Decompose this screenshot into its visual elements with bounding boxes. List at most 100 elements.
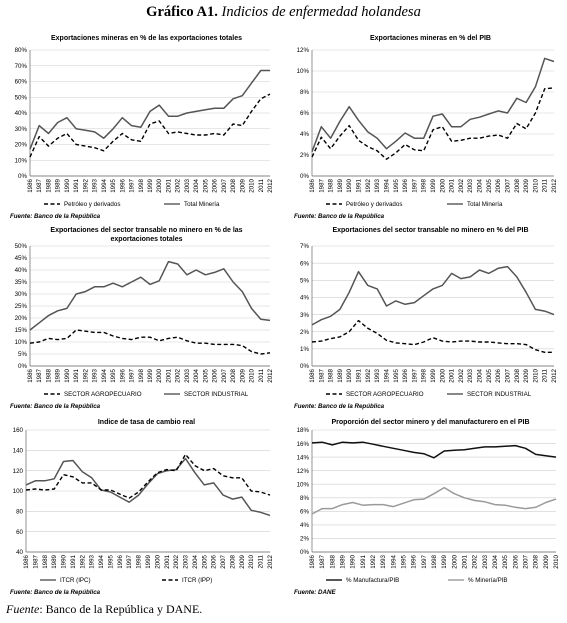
x-tick-label: 1989 xyxy=(51,554,58,568)
chart-title: Exportaciones del sector transable no mi… xyxy=(332,227,528,234)
x-tick-label: 1990 xyxy=(346,178,353,192)
y-tick-label: 4% xyxy=(300,131,309,138)
chart-real-exchange-rate: Indice de tasa de cambio real 40 60 80 100 12… xyxy=(10,419,274,596)
y-tick-label: 100 xyxy=(13,488,24,495)
y-tick-label: 160 xyxy=(13,427,24,434)
x-tick-label: 2009 xyxy=(543,554,550,568)
x-tick-label: 1994 xyxy=(383,368,390,382)
x-tick-label: 2007 xyxy=(221,368,228,382)
y-tick-label: 80 xyxy=(16,509,23,516)
x-tick-label: 2009 xyxy=(239,368,246,382)
x-tick-label: 1987 xyxy=(319,554,326,568)
x-tick-label: 1989 xyxy=(337,178,344,192)
series-line xyxy=(29,329,271,355)
y-tick-label: 14% xyxy=(297,454,310,461)
x-tick-label: 1996 xyxy=(402,178,409,192)
series-line xyxy=(311,319,554,354)
x-tick-label: 2001 xyxy=(164,554,171,568)
x-tick-label: 1986 xyxy=(309,178,316,192)
y-tick-label: 7% xyxy=(300,243,309,250)
x-tick-label: 1996 xyxy=(117,554,124,568)
x-tick-label: 1999 xyxy=(145,554,152,568)
panel-source: Fuente: Banco de la República xyxy=(294,403,385,410)
legend-label: Total Minería xyxy=(467,201,503,208)
y-tick-label: 140 xyxy=(13,448,24,455)
x-tick-label: 1989 xyxy=(55,368,62,382)
y-tick-label: 50% xyxy=(15,243,28,250)
x-tick-label: 1986 xyxy=(309,554,316,568)
x-tick-label: 2011 xyxy=(542,368,549,382)
x-tick-label: 1986 xyxy=(27,178,34,192)
x-tick-label: 2008 xyxy=(230,178,237,192)
x-tick-label: 2005 xyxy=(201,554,208,568)
x-tick-label: 1987 xyxy=(36,368,43,382)
series-line xyxy=(29,69,270,150)
x-tick-label: 2010 xyxy=(248,554,255,568)
x-tick-label: 2011 xyxy=(258,178,265,192)
x-tick-label: 2003 xyxy=(184,368,191,382)
x-tick-label: 1995 xyxy=(393,178,400,192)
x-tick-label: 1997 xyxy=(411,368,418,382)
figure-source: Fuente: Banco de la República y DANE. xyxy=(6,602,202,617)
x-tick-label: 1998 xyxy=(136,554,143,568)
chart-mining-exports-gdp: Exportaciones mineras en % del PIB 0% 2% 4%… xyxy=(294,35,558,220)
y-tick-label: 8% xyxy=(300,495,309,502)
y-tick-label: 2% xyxy=(300,329,309,336)
x-tick-label: 1999 xyxy=(430,178,437,192)
x-tick-label: 2007 xyxy=(523,554,530,568)
x-tick-label: 2010 xyxy=(249,368,256,382)
x-tick-label: 2008 xyxy=(514,178,521,192)
legend-label: SECTOR AGROPECUARIO xyxy=(64,391,142,398)
x-tick-label: 1992 xyxy=(365,178,372,192)
x-tick-label: 1996 xyxy=(119,178,126,192)
x-tick-label: 2002 xyxy=(472,554,479,568)
x-tick-label: 2000 xyxy=(156,368,163,382)
chart-mining-exports-share: Exportaciones mineras en % de las export… xyxy=(10,35,274,220)
x-tick-label: 1999 xyxy=(430,368,437,382)
x-tick-label: 1992 xyxy=(79,554,86,568)
x-tick-label: 2012 xyxy=(267,368,274,382)
x-tick-label: 2008 xyxy=(230,368,237,382)
x-tick-label: 1987 xyxy=(32,554,39,568)
series-line xyxy=(311,265,555,326)
x-tick-label: 1991 xyxy=(356,178,363,192)
y-tick-label: 30% xyxy=(15,291,28,298)
x-tick-label: 1994 xyxy=(101,178,108,192)
x-tick-label: 2005 xyxy=(202,178,209,192)
panel-source: Fuente: Banco de la República xyxy=(10,589,101,596)
x-tick-label: 1993 xyxy=(89,554,96,568)
x-tick-label: 2008 xyxy=(533,554,540,568)
x-tick-label: 1987 xyxy=(318,178,325,192)
x-tick-label: 2011 xyxy=(258,554,265,568)
y-tick-label: 6% xyxy=(300,110,309,117)
x-tick-label: 1992 xyxy=(370,554,377,568)
x-tick-label: 2009 xyxy=(239,554,246,568)
x-tick-label: 1992 xyxy=(82,178,89,192)
x-tick-label: 1993 xyxy=(380,554,387,568)
x-tick-label: 2012 xyxy=(267,178,274,192)
x-tick-label: 1989 xyxy=(340,554,347,568)
x-tick-label: 1997 xyxy=(129,368,136,382)
x-tick-label: 1993 xyxy=(374,178,381,192)
series-line xyxy=(311,87,555,160)
y-tick-label: 2% xyxy=(300,152,309,159)
legend-label: Total Minería xyxy=(184,201,220,208)
y-tick-label: 70% xyxy=(15,63,28,70)
legend-label: ITCR (IPC) xyxy=(60,577,91,584)
legend-label: SECTOR INDUSTRIAL xyxy=(184,391,249,398)
x-tick-label: 2010 xyxy=(553,554,560,568)
x-tick-label: 2004 xyxy=(193,368,200,382)
x-tick-label: 2004 xyxy=(192,554,199,568)
x-tick-label: 1994 xyxy=(98,554,105,568)
x-tick-label: 1997 xyxy=(126,554,133,568)
y-tick-label: 0% xyxy=(300,363,309,370)
x-tick-label: 1997 xyxy=(421,554,428,568)
chart-title: exportaciones totales xyxy=(111,236,183,243)
y-tick-label: 0% xyxy=(18,363,27,370)
legend-label: SECTOR INDUSTRIAL xyxy=(467,391,532,398)
x-tick-label: 2001 xyxy=(165,368,172,382)
x-tick-label: 1994 xyxy=(101,368,108,382)
figure-label: Gráfico A1. xyxy=(146,4,218,20)
x-tick-label: 2000 xyxy=(439,368,446,382)
y-tick-label: 1% xyxy=(300,346,309,353)
